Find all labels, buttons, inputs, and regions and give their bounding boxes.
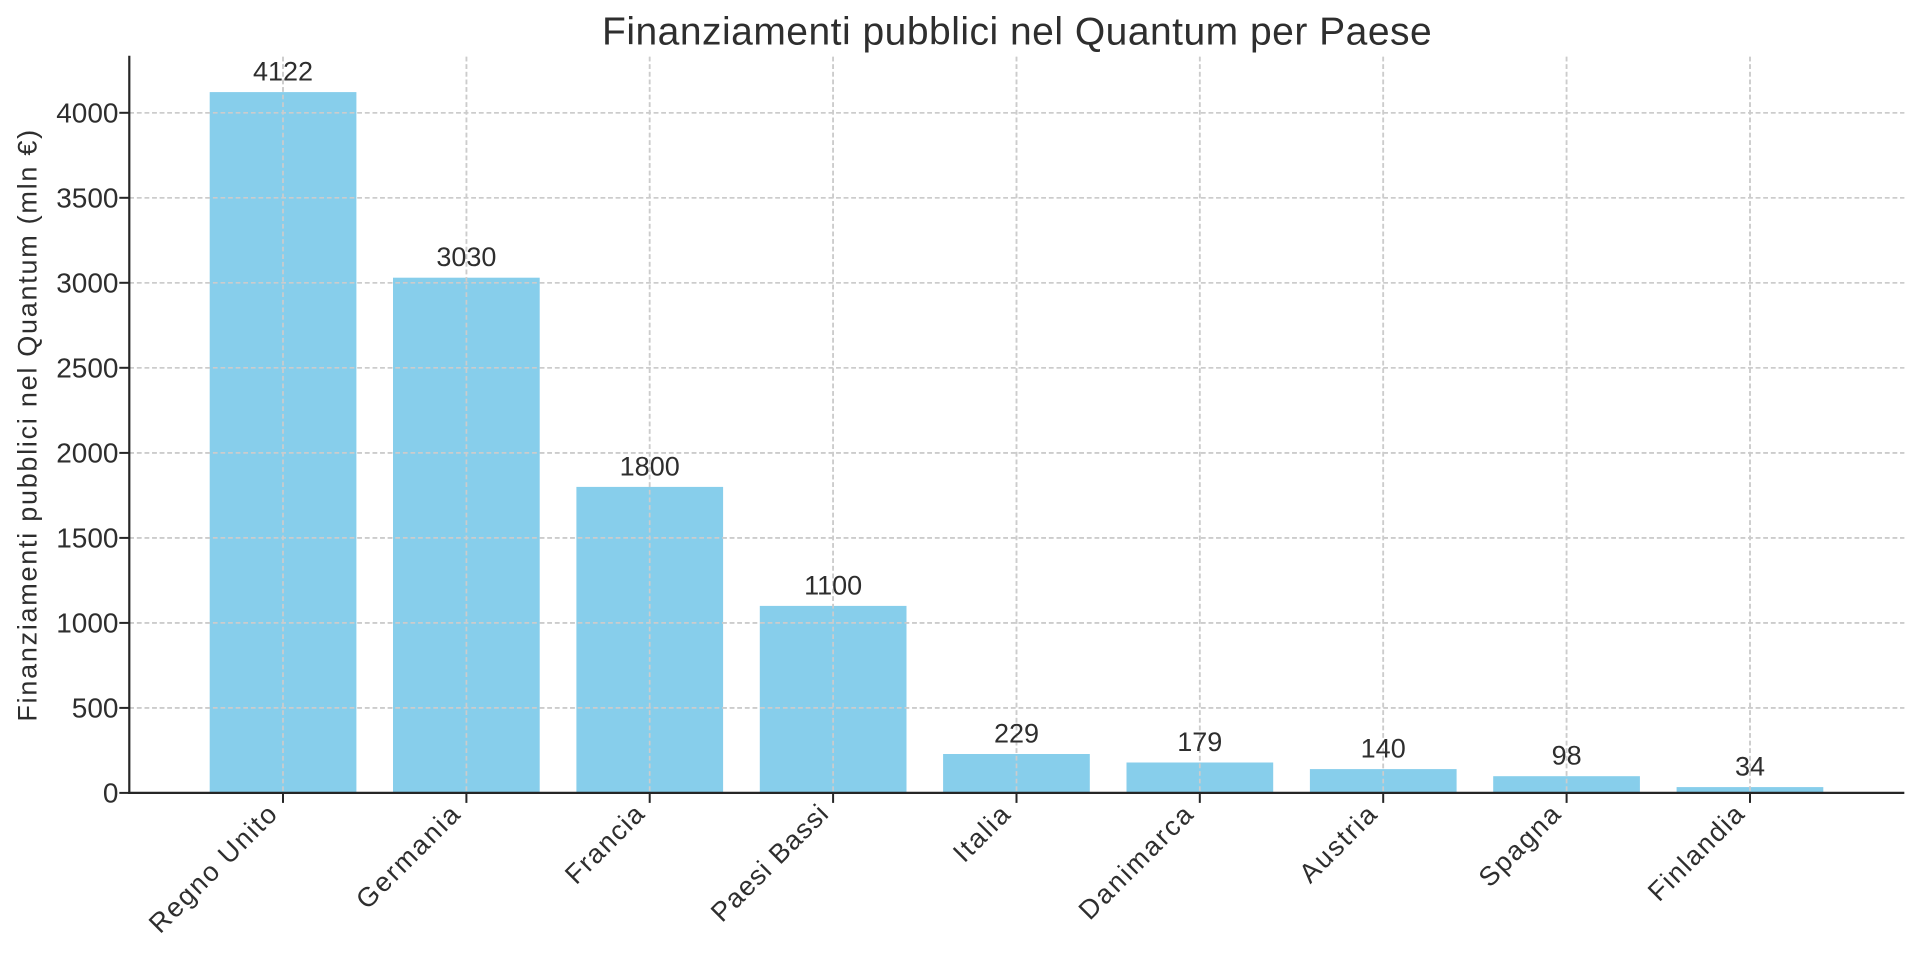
svg-text:500: 500 <box>72 693 119 724</box>
svg-text:Finanziamenti pubblici nel Qua: Finanziamenti pubblici nel Quantum per P… <box>602 11 1432 54</box>
svg-text:1000: 1000 <box>56 608 118 639</box>
svg-text:1800: 1800 <box>620 451 680 481</box>
svg-text:3030: 3030 <box>436 242 496 272</box>
svg-text:0: 0 <box>103 778 119 809</box>
svg-text:179: 179 <box>1177 727 1222 757</box>
svg-text:229: 229 <box>994 719 1039 749</box>
svg-text:3500: 3500 <box>56 183 118 214</box>
svg-text:1100: 1100 <box>804 570 862 600</box>
svg-text:3000: 3000 <box>56 268 118 299</box>
svg-text:2500: 2500 <box>56 353 118 384</box>
svg-text:Finanziamenti pubblici nel Qua: Finanziamenti pubblici nel Quantum (mln … <box>13 128 43 721</box>
svg-text:1500: 1500 <box>56 523 118 554</box>
svg-text:98: 98 <box>1552 741 1582 771</box>
svg-text:34: 34 <box>1735 752 1765 782</box>
svg-text:4122: 4122 <box>253 57 313 87</box>
svg-text:140: 140 <box>1361 734 1406 764</box>
svg-text:4000: 4000 <box>56 98 118 129</box>
svg-text:2000: 2000 <box>56 438 118 469</box>
